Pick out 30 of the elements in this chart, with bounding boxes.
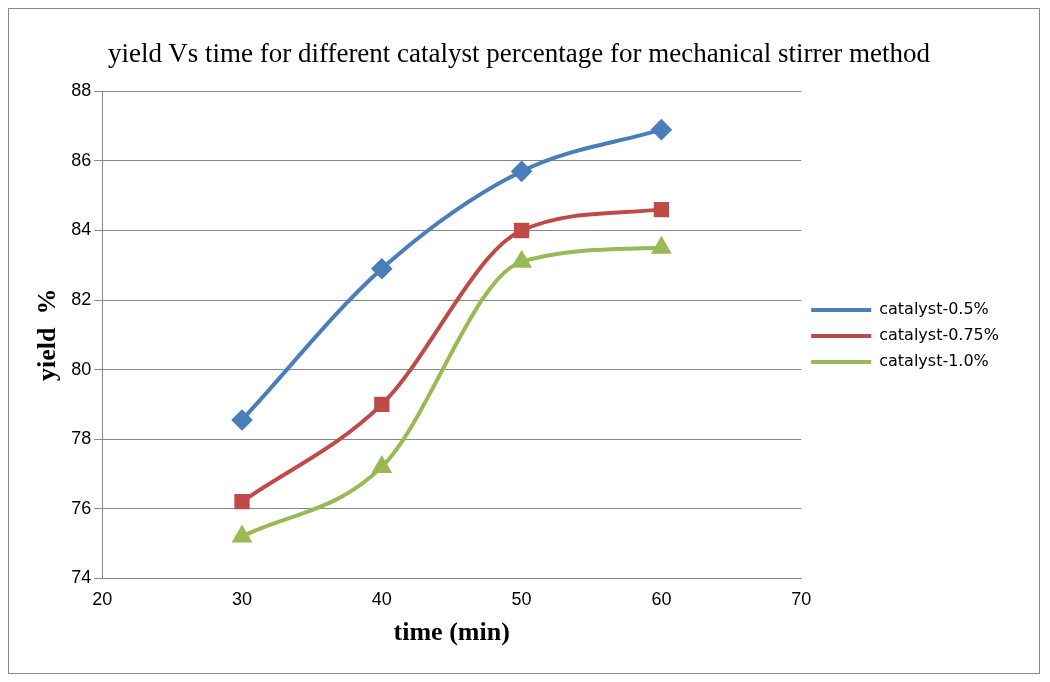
legend-label: catalyst-0.5% [879,299,989,319]
y-tick-label: 76 [71,497,92,518]
point [372,456,391,473]
point [511,161,532,182]
x-tick-label: 50 [511,588,532,609]
point [513,222,530,239]
point [233,526,251,543]
chart-title: yield Vs time for different catalyst percentage for mechanical stirrer method [107,38,931,69]
y-tick-label: 78 [71,428,92,449]
y-axis-title: yield % [32,288,62,382]
point [653,201,670,218]
point [234,494,250,510]
x-tick-label: 40 [371,588,392,609]
x-axis-title: time (min) [393,617,510,647]
y-tick-label: 84 [71,219,92,240]
point [232,409,253,430]
x-tick-label: 60 [651,588,672,609]
legend-label: catalyst-1.0% [879,351,989,371]
y-tick-label: 74 [71,567,92,588]
y-tick-label: 80 [71,358,92,379]
y-tick-label: 82 [71,289,92,309]
x-tick-label: 20 [92,588,113,609]
legend-label: catalyst-0.75% [879,325,1000,345]
x-tick-label: 30 [232,588,253,609]
x-tick-label: 70 [791,588,812,609]
point [371,258,392,279]
y-tick-label: 86 [71,149,92,170]
point [651,119,672,140]
point [374,396,390,412]
y-tick-label: 88 [71,80,92,101]
